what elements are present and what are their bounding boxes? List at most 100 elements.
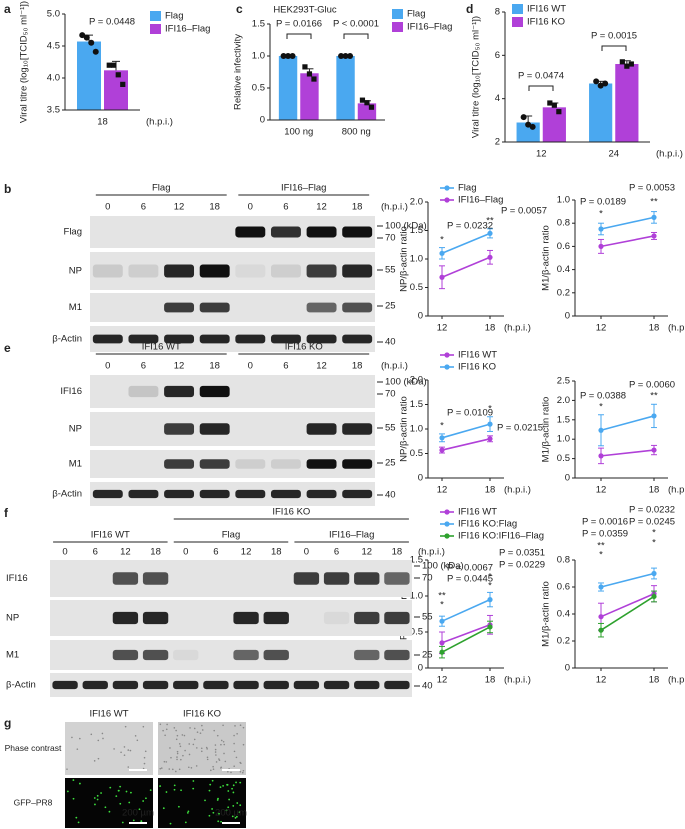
data-point — [593, 78, 600, 85]
lane-label: 0 — [105, 202, 110, 213]
cell — [178, 768, 181, 771]
gfp-cell — [232, 784, 235, 787]
gfp-cell — [96, 798, 99, 801]
blot-band — [164, 264, 195, 278]
cell — [136, 739, 139, 742]
annotation: P < 0.0001 — [333, 19, 379, 30]
data-point — [597, 82, 604, 89]
blot-band — [342, 334, 373, 344]
annotation: P = 0.0215 — [497, 423, 543, 434]
cell — [127, 766, 130, 768]
blot-band — [342, 459, 373, 469]
data-point — [487, 230, 493, 236]
data-point — [529, 123, 536, 130]
blot-band — [92, 264, 123, 278]
cell — [195, 765, 198, 767]
gfp-cell — [138, 808, 141, 811]
blot-band — [293, 680, 320, 690]
lane-label: 6 — [283, 202, 288, 213]
lane-label: 18 — [392, 547, 403, 558]
y-tick-label: 0.2 — [557, 636, 570, 647]
y-tick-label: 0.4 — [557, 264, 570, 275]
cell — [192, 743, 195, 746]
annotation: P = 0.0189 — [580, 197, 626, 208]
lane-label: 18 — [209, 202, 220, 213]
blot-band — [112, 680, 139, 690]
blot-band — [82, 680, 108, 690]
series-line — [441, 624, 491, 644]
bar — [589, 83, 613, 142]
annotation: ** — [597, 541, 605, 552]
cell — [193, 727, 196, 730]
lane-unit: (h.p.i.) — [381, 202, 408, 213]
legend-label: IFI16 WT — [527, 4, 566, 15]
cell — [216, 734, 219, 737]
blot-band — [306, 489, 337, 499]
gfp-cell — [132, 819, 135, 822]
blot-band — [342, 264, 373, 278]
legend-label: IFI16 WT — [458, 350, 497, 361]
size-marker: 55 — [385, 265, 396, 276]
panel-label: e — [4, 341, 11, 355]
gfp-cell — [217, 820, 220, 823]
legend-label: IFI16 KO — [458, 362, 496, 373]
legend-marker — [444, 533, 450, 539]
x-unit: (h.p.i.) — [504, 675, 531, 686]
blot-band — [306, 264, 337, 278]
cell — [223, 752, 225, 755]
scale-bar-label: 200 µm — [122, 808, 154, 819]
data-point — [651, 413, 657, 419]
data-point — [624, 63, 630, 69]
size-marker: 25 — [385, 301, 396, 312]
cell — [201, 729, 204, 731]
annotation: * — [652, 538, 656, 549]
gfp-cell — [227, 790, 230, 792]
cell — [180, 758, 182, 761]
y-tick-label: 1.0 — [557, 434, 570, 445]
annotation: P = 0.0388 — [580, 391, 626, 402]
data-point — [602, 80, 609, 87]
y-tick-label: 0 — [565, 663, 570, 674]
annotation: P = 0.0232 — [629, 505, 675, 516]
blot-band — [354, 649, 380, 661]
gfp-cell — [93, 797, 96, 799]
blot-band — [270, 264, 301, 278]
y-tick-label: 4.0 — [47, 73, 60, 84]
y-tick-label: 0.5 — [557, 453, 570, 464]
gfp-cell — [169, 822, 172, 825]
gfp-cell — [128, 801, 131, 804]
cell — [233, 742, 235, 745]
y-tick-label: 0 — [565, 311, 570, 322]
cell — [123, 746, 126, 748]
cell — [179, 745, 182, 748]
blot-band — [142, 680, 169, 690]
legend-swatch — [150, 11, 161, 21]
row-label: M1 — [6, 650, 19, 661]
gfp-cell — [149, 789, 152, 792]
blot-strip — [50, 673, 412, 697]
cell — [215, 761, 218, 763]
gfp-cell — [173, 784, 176, 787]
bar — [300, 73, 319, 120]
series-line — [441, 438, 491, 451]
gfp-cell — [177, 805, 180, 808]
blot-band — [235, 489, 266, 499]
legend-label: IFI16–Flag — [165, 24, 210, 35]
row-label: Phase contrast — [5, 743, 62, 753]
series-line — [441, 423, 491, 439]
cell — [76, 748, 79, 750]
data-point — [347, 53, 354, 59]
lane-label: 18 — [352, 202, 363, 213]
series-line — [441, 626, 491, 653]
lane-label: 18 — [150, 547, 161, 558]
y-tick-label: 0.2 — [557, 287, 570, 298]
lane-label: 6 — [283, 361, 288, 372]
blot-band — [235, 334, 266, 344]
cell — [215, 754, 217, 756]
significance-bracket — [286, 33, 312, 39]
annotation: P = 0.0053 — [629, 183, 675, 194]
lane-unit: (h.p.i.) — [381, 361, 408, 372]
cell — [189, 727, 191, 729]
cell — [184, 749, 186, 752]
